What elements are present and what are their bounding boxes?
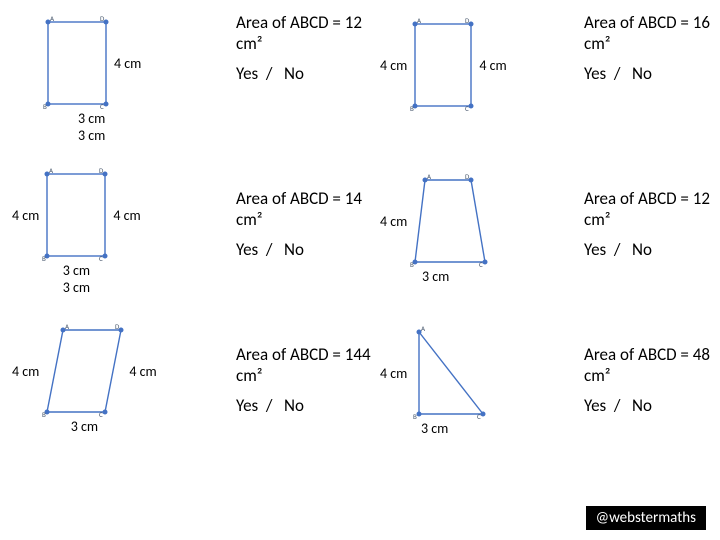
svg-text:D: D bbox=[465, 174, 470, 181]
dim-bottom: 3 cm bbox=[63, 262, 90, 279]
svg-text:B: B bbox=[410, 104, 414, 112]
yes-no: Yes / No bbox=[584, 239, 720, 260]
question-text: Area of ABCD = 144 cm² bbox=[236, 344, 376, 387]
problems-grid: A D B C 4 cm 3 cm 3 cm Area of ABCD = 12 c… bbox=[12, 12, 708, 474]
svg-text:D: D bbox=[99, 168, 104, 175]
dim-left: 4 cm bbox=[12, 207, 39, 224]
footer-handle: @webstermaths bbox=[586, 506, 706, 530]
yes-no: Yes / No bbox=[236, 239, 376, 260]
dim-left: 4 cm bbox=[380, 57, 407, 74]
svg-text:D: D bbox=[465, 18, 470, 25]
no-option[interactable]: No bbox=[284, 63, 304, 84]
dim-right: 4 cm bbox=[129, 363, 156, 380]
dim-right: 4 cm bbox=[113, 207, 140, 224]
problem-5-text-cell: Area of ABCD = 144 cm² Yes / No bbox=[236, 324, 376, 474]
shape-triangle: A B C bbox=[409, 326, 489, 420]
problem-4-text-cell: Area of ABCD = 12 cm² Yes / No bbox=[584, 168, 720, 318]
svg-text:B: B bbox=[43, 102, 47, 110]
svg-text:A: A bbox=[421, 326, 426, 333]
yes-no: Yes / No bbox=[584, 63, 720, 84]
no-option[interactable]: No bbox=[284, 239, 304, 260]
shape-rect-1: AD BC bbox=[42, 16, 112, 110]
svg-text:B: B bbox=[42, 410, 46, 418]
svg-text:C: C bbox=[477, 412, 481, 420]
problem-1-shape-cell: AD BC 4 cm 3 cm 3 cm bbox=[12, 12, 232, 162]
svg-text:D: D bbox=[115, 324, 120, 331]
dim-left: 4 cm bbox=[380, 365, 407, 382]
svg-text:D: D bbox=[100, 16, 105, 23]
yes-no: Yes / No bbox=[236, 63, 376, 84]
problem-6-shape-cell: 4 cm A B C 3 cm bbox=[380, 324, 580, 474]
yes-option[interactable]: Yes bbox=[584, 239, 606, 260]
problem-4-shape-cell: 4 cm AD BC 3 cm bbox=[380, 168, 580, 318]
problem-3-shape-cell: 4 cm AD BC 4 cm 3 cm 3 cm bbox=[12, 168, 232, 318]
dim-bottom2: 3 cm bbox=[63, 279, 90, 296]
dim-bottom: 3 cm bbox=[422, 268, 449, 285]
no-option[interactable]: No bbox=[632, 63, 652, 84]
no-option[interactable]: No bbox=[632, 395, 652, 416]
dim-bottom: 3 cm bbox=[71, 418, 98, 435]
question-text: Area of ABCD = 48 cm² bbox=[584, 344, 720, 387]
svg-text:C: C bbox=[99, 254, 103, 262]
yes-no: Yes / No bbox=[236, 395, 376, 416]
dim-bottom: 3 cm bbox=[78, 110, 105, 127]
shape-parallelogram: AD BC bbox=[41, 324, 127, 418]
yes-no: Yes / No bbox=[584, 395, 720, 416]
svg-text:C: C bbox=[99, 410, 103, 418]
svg-text:B: B bbox=[42, 254, 46, 262]
problem-2-shape-cell: 4 cm AD BC 4 cm bbox=[380, 12, 580, 162]
problem-5-shape-cell: 4 cm AD BC 4 cm 3 cm bbox=[12, 324, 232, 474]
dim-bottom: 3 cm bbox=[421, 420, 448, 437]
svg-text:C: C bbox=[465, 104, 469, 112]
dim-right: 4 cm bbox=[114, 55, 141, 72]
svg-text:C: C bbox=[100, 102, 104, 110]
shape-trapezoid: AD BC bbox=[409, 174, 491, 268]
problem-3-text-cell: Area of ABCD = 14 cm² Yes / No bbox=[236, 168, 376, 318]
shape-rect-2: AD BC bbox=[409, 18, 477, 112]
question-text: Area of ABCD = 12 cm² bbox=[236, 12, 376, 55]
problem-1-text-cell: Area of ABCD = 12 cm² Yes / No bbox=[236, 12, 376, 162]
yes-option[interactable]: Yes bbox=[236, 395, 258, 416]
shape-rect-3: AD BC bbox=[41, 168, 111, 262]
svg-text:B: B bbox=[413, 412, 417, 420]
no-option[interactable]: No bbox=[632, 239, 652, 260]
question-text: Area of ABCD = 14 cm² bbox=[236, 188, 376, 231]
dim-left: 4 cm bbox=[380, 213, 407, 230]
question-text: Area of ABCD = 12 cm² bbox=[584, 188, 720, 231]
problem-6-text-cell: Area of ABCD = 48 cm² Yes / No bbox=[584, 324, 720, 474]
problem-2-text-cell: Area of ABCD = 16 cm² Yes / No bbox=[584, 12, 720, 162]
yes-option[interactable]: Yes bbox=[584, 395, 606, 416]
svg-text:C: C bbox=[479, 260, 483, 268]
yes-option[interactable]: Yes bbox=[584, 63, 606, 84]
svg-text:B: B bbox=[410, 260, 414, 268]
no-option[interactable]: No bbox=[284, 395, 304, 416]
yes-option[interactable]: Yes bbox=[236, 239, 258, 260]
dim-left: 4 cm bbox=[12, 363, 39, 380]
question-text: Area of ABCD = 16 cm² bbox=[584, 12, 720, 55]
dim-bottom2: 3 cm bbox=[78, 127, 105, 144]
yes-option[interactable]: Yes bbox=[236, 63, 258, 84]
dim-right: 4 cm bbox=[479, 57, 506, 74]
